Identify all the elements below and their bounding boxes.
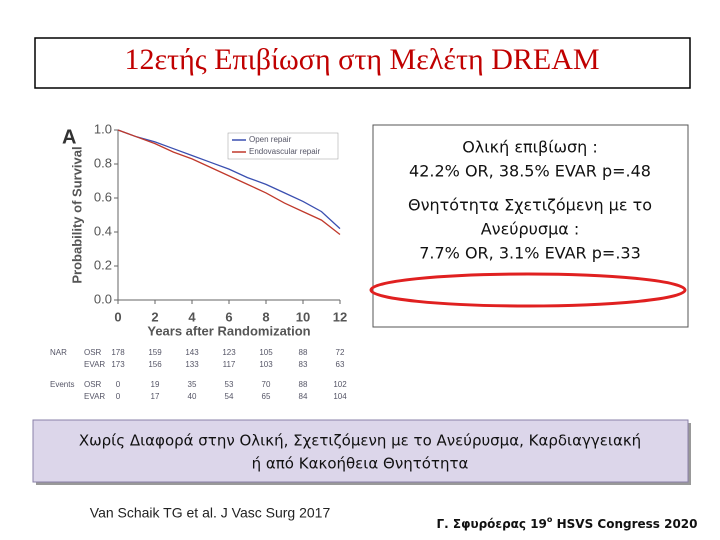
risk-row-name: EVAR — [84, 360, 105, 369]
risk-group-label: NAR — [50, 348, 67, 357]
x-tick-label: 8 — [262, 309, 269, 324]
footer-text: HSVS Congress 2020 — [552, 517, 697, 531]
risk-cell: 88 — [299, 348, 308, 357]
risk-cell: 143 — [185, 348, 199, 357]
risk-cell: 105 — [259, 348, 273, 357]
y-tick-label: 0.4 — [94, 223, 112, 238]
risk-cell: 35 — [188, 380, 197, 389]
y-tick-label: 0.6 — [94, 189, 112, 204]
risk-cell: 102 — [333, 380, 347, 389]
survival-curve — [117, 129, 341, 230]
legend-box — [227, 132, 339, 160]
risk-row-name: EVAR — [84, 392, 105, 401]
highlight-ellipse — [369, 272, 687, 308]
risk-cell: 133 — [185, 360, 199, 369]
panel-label: A — [62, 126, 76, 148]
annotation-box — [372, 124, 689, 328]
x-tick-label: 4 — [188, 309, 196, 324]
conclusion-line: Χωρίς Διαφορά στην Ολική, Σχετιζόμενη με… — [79, 432, 641, 450]
risk-cell: 0 — [116, 380, 121, 389]
x-tick-label: 2 — [151, 309, 158, 324]
annotation-line: Ανεύρυσμα : — [481, 220, 580, 239]
risk-cell: 19 — [151, 380, 160, 389]
citation: Van Schaik TG et al. J Vasc Surg 2017 — [90, 505, 331, 521]
risk-cell: 40 — [188, 392, 197, 401]
footer-sup: ο — [547, 515, 553, 524]
slide-title: 12ετής Επιβίωση στη Μελέτη DREAM — [124, 43, 599, 76]
x-tick-label: 12 — [333, 309, 347, 324]
risk-cell: 83 — [299, 360, 308, 369]
conclusion-box — [32, 419, 689, 483]
risk-cell: 88 — [299, 380, 308, 389]
footer: Γ. Σφυρόερας 19ο HSVS Congress 2020 — [437, 515, 698, 531]
x-tick-label: 10 — [296, 309, 310, 324]
risk-row-name: OSR — [84, 380, 102, 389]
footer-text: Γ. Σφυρόερας 19 — [437, 517, 547, 531]
x-axis-label: Years after Randomization — [147, 323, 310, 338]
legend-label: Open repair — [249, 135, 292, 144]
risk-cell: 72 — [336, 348, 345, 357]
y-tick-label: 0.8 — [94, 155, 112, 170]
risk-cell: 159 — [148, 348, 162, 357]
risk-cell: 156 — [148, 360, 162, 369]
annotation-line: Θνητότητα Σχετιζόμενη με το — [408, 196, 652, 215]
survival-curve — [117, 129, 341, 236]
risk-cell: 84 — [299, 392, 308, 401]
y-tick-label: 0.2 — [94, 257, 112, 272]
conclusion-line: ή από Κακοήθεια Θνητότητα — [252, 455, 469, 473]
risk-cell: 103 — [259, 360, 273, 369]
annotation-line: 42.2% OR, 38.5% EVAR p=.48 — [409, 162, 651, 181]
risk-cell: 53 — [225, 380, 234, 389]
risk-cell: 70 — [262, 380, 271, 389]
legend-label: Endovascular repair — [249, 147, 320, 156]
y-tick-label: 1.0 — [94, 121, 112, 136]
x-tick-label: 0 — [114, 309, 121, 324]
risk-cell: 117 — [223, 360, 236, 369]
risk-row-name: OSR — [84, 348, 102, 357]
risk-cell: 104 — [333, 392, 347, 401]
y-tick-label: 0.0 — [94, 291, 112, 306]
risk-cell: 0 — [116, 392, 121, 401]
title-box — [34, 37, 691, 89]
risk-cell: 173 — [111, 360, 125, 369]
risk-cell: 65 — [262, 392, 271, 401]
risk-cell: 17 — [151, 392, 160, 401]
annotation-line: 7.7% OR, 3.1% EVAR p=.33 — [419, 244, 641, 263]
risk-group-label: Events — [50, 380, 74, 389]
risk-cell: 63 — [336, 360, 345, 369]
y-axis-label: Probability of Survival — [69, 146, 84, 283]
risk-cell: 54 — [225, 392, 234, 401]
x-tick-label: 6 — [225, 309, 232, 324]
risk-cell: 178 — [111, 348, 125, 357]
annotation-line: Ολική επιβίωση : — [462, 138, 598, 157]
risk-cell: 123 — [222, 348, 236, 357]
